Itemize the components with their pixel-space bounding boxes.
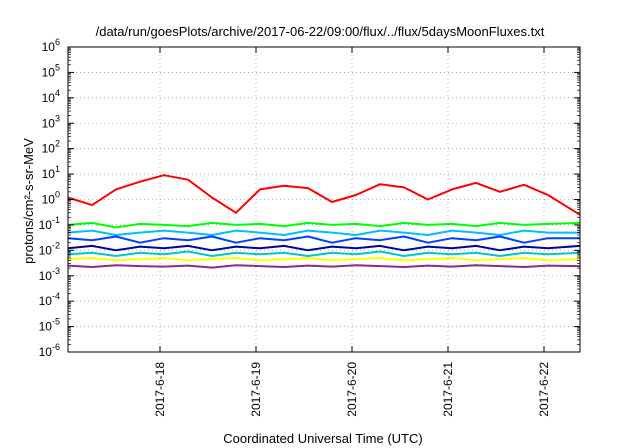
y-tick-label: 100 [42, 190, 60, 207]
y-tick-label: 103 [42, 113, 60, 130]
y-tick-label: 105 [42, 62, 60, 79]
y-tick-label: 10-3 [39, 266, 60, 283]
y-tick-label: 101 [42, 164, 60, 181]
y-tick-exponent: 4 [55, 88, 60, 98]
x-tick-label: 2017-6-20 [345, 362, 359, 417]
series-line [67, 174, 581, 216]
y-tick-label: 10-6 [39, 342, 60, 359]
x-tick-label: 2017-6-21 [441, 362, 455, 417]
y-tick-exponent: 2 [55, 139, 60, 149]
y-tick-label: 102 [42, 139, 60, 156]
y-tick-exponent: -5 [52, 317, 60, 327]
y-tick-label: 104 [42, 88, 60, 105]
series-line [67, 235, 580, 244]
y-tick-exponent: 0 [55, 190, 60, 200]
y-tick-exponent: 1 [55, 164, 60, 174]
x-tick-label: 2017-6-19 [249, 362, 263, 417]
y-axis-ticks: 10-610-510-410-310-210-11001011021031041… [39, 37, 580, 359]
series-line [67, 250, 581, 257]
y-tick-exponent: 5 [55, 62, 60, 72]
x-axis-title: Coordinated Universal Time (UTC) [223, 431, 422, 446]
series-line [67, 221, 581, 229]
series-line [67, 257, 581, 262]
y-tick-exponent: -3 [52, 266, 60, 276]
y-tick-exponent: 6 [55, 37, 60, 47]
y-tick-label: 10-4 [39, 291, 60, 308]
y-tick-label: 10-1 [39, 215, 60, 232]
y-tick-exponent: -2 [52, 240, 60, 250]
y-tick-label: 10-2 [39, 240, 60, 257]
y-tick-label: 10-5 [39, 317, 60, 334]
series-lines [67, 174, 581, 269]
y-tick-exponent: -6 [52, 342, 60, 352]
y-axis-title: protons/cm²-s-sr-MeV [21, 138, 36, 264]
y-tick-exponent: 3 [55, 113, 60, 123]
series-line [67, 264, 581, 269]
series-line [67, 229, 580, 236]
grid-lines [68, 47, 580, 352]
x-tick-label: 2017-6-18 [153, 362, 167, 417]
chart-title: /data/run/goesPlots/archive/2017-06-22/0… [96, 24, 545, 39]
x-tick-label: 2017-6-22 [537, 362, 551, 417]
y-tick-exponent: -4 [52, 291, 60, 301]
x-axis-ticks: 2017-6-18 2017-6-19 2017-6-20 2017-6-21 2017… [153, 47, 551, 417]
y-tick-label: 106 [42, 37, 60, 54]
series-line [67, 244, 581, 252]
y-tick-exponent: -1 [52, 215, 60, 225]
